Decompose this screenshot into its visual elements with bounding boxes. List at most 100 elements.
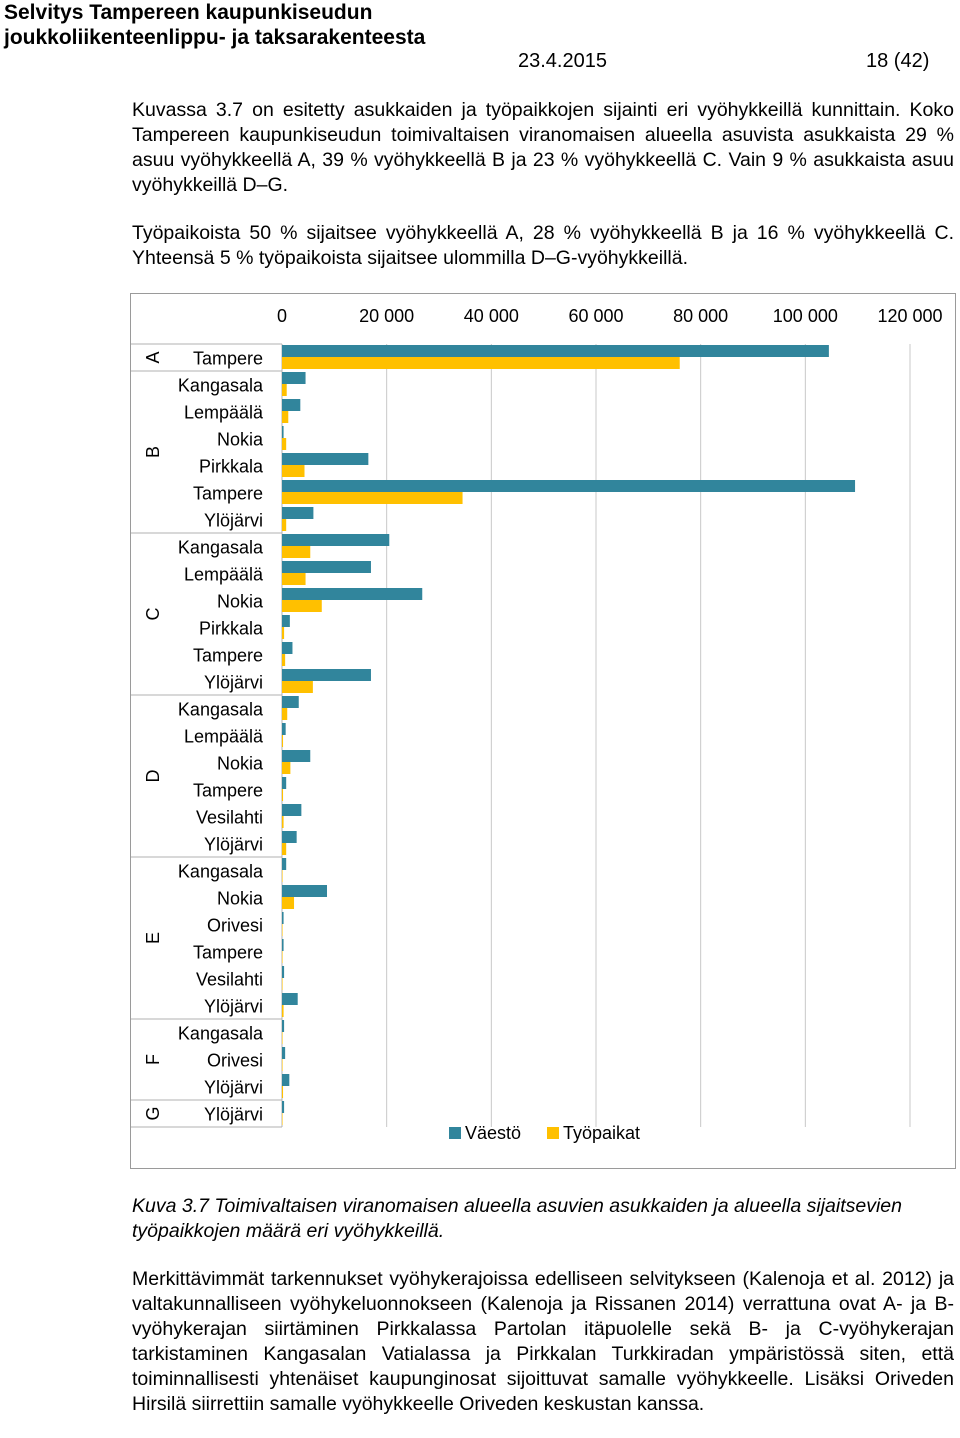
bar-vaesto: [282, 345, 829, 357]
category-label: Lempäälä: [184, 727, 264, 747]
category-label: Tampere: [193, 349, 263, 369]
bar-tyopaikat: [282, 384, 287, 396]
category-label: Ylöjärvi: [204, 1078, 263, 1098]
category-label: Tampere: [193, 484, 263, 504]
document-date: 23.4.2015: [518, 50, 607, 72]
category-label: Orivesi: [207, 1051, 263, 1071]
zone-label-c: C: [143, 608, 163, 621]
bar-tyopaikat: [282, 762, 291, 774]
bar-vaesto: [282, 1101, 285, 1113]
bar-tyopaikat: [282, 546, 311, 558]
bar-vaesto: [282, 831, 297, 843]
zone-label-d: D: [143, 770, 163, 783]
category-label: Lempäälä: [184, 565, 264, 585]
bar-vaesto: [282, 966, 285, 978]
bar-tyopaikat: [282, 411, 289, 423]
bar-vaesto: [282, 480, 856, 492]
bar-tyopaikat: [282, 600, 322, 612]
bar-vaesto: [282, 777, 287, 789]
bar-vaesto: [282, 507, 314, 519]
paragraph-workplaces: Työpaikoista 50 % sijaitsee vyöhykkeellä…: [132, 222, 954, 269]
x-tick-label: 100 000: [773, 306, 838, 326]
category-label: Kangasala: [178, 700, 264, 720]
bar-tyopaikat: [282, 870, 283, 882]
category-label: Ylöjärvi: [204, 511, 263, 531]
category-label: Ylöjärvi: [204, 1105, 263, 1125]
figure-caption: Kuva 3.7 Toimivaltaisen viranomaisen alu…: [132, 1195, 902, 1242]
bar-vaesto: [282, 615, 290, 627]
figure-3-7: 0 20 000 40 000 60 000 80 000 100 000 120 000 A…: [130, 293, 956, 1169]
bar-vaesto: [282, 885, 328, 897]
category-label: Tampere: [193, 646, 263, 666]
bar-vaesto: [282, 912, 284, 924]
bar-vaesto: [282, 939, 284, 951]
bar-tyopaikat: [282, 681, 313, 693]
bar-vaesto: [282, 534, 390, 546]
bar-tyopaikat: [282, 1032, 283, 1044]
category-label: Kangasala: [178, 1024, 264, 1044]
category-label: Tampere: [193, 943, 263, 963]
bar-tyopaikat: [282, 438, 287, 450]
category-label: Nokia: [217, 754, 264, 774]
bar-vaesto: [282, 858, 287, 870]
bar-tyopaikat: [282, 1059, 283, 1071]
bar-tyopaikat: [282, 843, 287, 855]
category-label: Ylöjärvi: [204, 997, 263, 1017]
zone-label-f: F: [143, 1054, 163, 1065]
bar-vaesto: [282, 453, 369, 465]
bar-vaesto: [282, 669, 371, 681]
category-label: Ylöjärvi: [204, 835, 263, 855]
x-tick-label: 80 000: [673, 306, 728, 326]
bar-tyopaikat: [282, 708, 288, 720]
paragraph-changes: Merkittävimmät tarkennukset vyöhykerajoi…: [132, 1268, 954, 1415]
zone-label-a: A: [143, 351, 163, 363]
bar-vaesto: [282, 1074, 290, 1086]
bar-vaesto: [282, 804, 302, 816]
zone-label-g: G: [143, 1106, 163, 1120]
bar-tyopaikat: [282, 924, 283, 936]
bar-vaesto: [282, 723, 286, 735]
x-tick-label: 120 000: [877, 306, 942, 326]
bar-tyopaikat: [282, 789, 284, 801]
zone-label-e: E: [143, 932, 163, 944]
legend-label: Työpaikat: [563, 1123, 640, 1143]
bar-tyopaikat: [282, 1113, 283, 1125]
bar-vaesto: [282, 426, 284, 438]
category-label: Kangasala: [178, 862, 264, 882]
bar-tyopaikat: [282, 897, 295, 909]
category-label: Nokia: [217, 889, 264, 909]
bar-chart: 0 20 000 40 000 60 000 80 000 100 000 120 000 A…: [131, 306, 943, 1143]
bar-tyopaikat: [282, 465, 305, 477]
category-label: Tampere: [193, 781, 263, 801]
document-title: Selvitys Tampereen kaupunkiseudun joukko…: [4, 0, 425, 50]
bar-vaesto: [282, 642, 293, 654]
legend-swatch: [449, 1127, 461, 1139]
bar-tyopaikat: [282, 654, 286, 666]
category-label: Pirkkala: [199, 619, 264, 639]
document-title-line2: joukkoliikenteenlippu- ja taksarakentees…: [4, 26, 426, 49]
bar-vaesto: [282, 1020, 285, 1032]
bar-vaesto: [282, 561, 371, 573]
paragraph-intro: Kuvassa 3.7 on esitetty asukkaiden ja ty…: [132, 99, 954, 196]
bar-tyopaikat: [282, 519, 287, 531]
category-label: Vesilahti: [196, 808, 263, 828]
category-label: Vesilahti: [196, 970, 263, 990]
legend-label: Väestö: [465, 1123, 521, 1143]
bar-tyopaikat: [282, 627, 285, 639]
bar-vaesto: [282, 399, 301, 411]
bar-tyopaikat: [282, 816, 284, 828]
bar-vaesto: [282, 372, 306, 384]
category-label: Nokia: [217, 430, 264, 450]
bar-tyopaikat: [282, 735, 284, 747]
bar-vaesto: [282, 696, 299, 708]
bar-vaesto: [282, 1047, 286, 1059]
bar-tyopaikat: [282, 1086, 284, 1098]
bar-vaesto: [282, 750, 311, 762]
x-tick-label: 20 000: [359, 306, 414, 326]
bar-tyopaikat: [282, 951, 283, 963]
x-tick-label: 0: [277, 306, 287, 326]
bar-vaesto: [282, 993, 298, 1005]
bar-vaesto: [282, 588, 423, 600]
document-title-line1: Selvitys Tampereen kaupunkiseudun: [4, 1, 373, 24]
category-label: Orivesi: [207, 916, 263, 936]
